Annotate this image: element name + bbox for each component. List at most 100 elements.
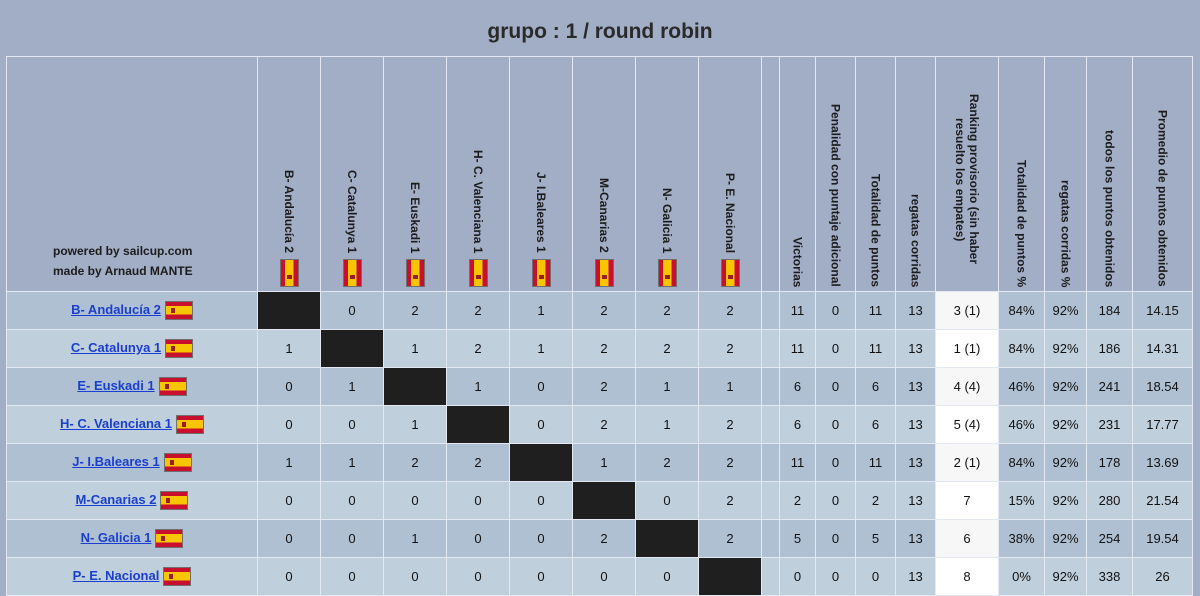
team-cell: M-Canarias 2 [6,481,258,520]
stat-cell: 13 [895,557,936,596]
diagonal-cell [509,443,573,482]
team-link[interactable]: M-Canarias 2 [75,491,157,507]
stat-cell: 1 (1) [935,329,999,368]
column-header-label: J- I.Baleares 1 [534,172,548,253]
made-by-text: made by Arnaud MANTE [53,264,193,278]
stat-cell: 13 [895,481,936,520]
spacer-cell [761,443,780,482]
stat-cell: 11 [855,291,896,330]
column-header-team: N- Galicia 1 [635,56,699,292]
stat-cell: 38% [998,519,1045,558]
stat-cell: 92% [1044,443,1087,482]
table-row: M-Canarias 2 0 0 0 0 0 0 2 2 0 2 13 7 15% 92% 280 21.54 [6,481,1193,520]
team-link[interactable]: E- Euskadi 1 [77,377,155,393]
column-header-label: M-Canarias 2 [597,178,611,253]
column-header-team: E- Euskadi 1 [383,56,447,292]
result-cell: 2 [383,443,447,482]
stat-cell: 18.54 [1132,367,1193,406]
result-cell: 2 [446,329,510,368]
spain-flag-icon [405,259,425,287]
result-cell: 0 [257,367,321,406]
team-link[interactable]: N- Galicia 1 [80,529,152,545]
stat-cell: 184 [1086,291,1133,330]
column-header-label: regatas corridas % [1058,179,1073,287]
stat-cell: 0 [855,557,896,596]
result-cell: 0 [509,519,573,558]
column-header-stat: Promedio de puntos obtenidos [1132,56,1193,292]
result-cell: 0 [257,519,321,558]
column-header-label: Victorias [790,236,805,287]
stat-cell: 13 [895,329,936,368]
column-header-label: E- Euskadi 1 [408,181,422,253]
stat-cell: 17.77 [1132,405,1193,444]
team-link[interactable]: C- Catalunya 1 [70,339,162,355]
column-header-label: N- Galicia 1 [660,187,674,253]
stat-cell: 338 [1086,557,1133,596]
team-link[interactable]: P- E. Nacional [72,567,160,583]
spacer-cell [761,519,780,558]
column-header-team: P- E. Nacional [698,56,762,292]
stat-cell: 0 [815,405,856,444]
spacer-cell [761,557,780,596]
spain-flag-icon [279,259,299,287]
result-cell: 1 [509,329,573,368]
stat-cell: 92% [1044,405,1087,444]
table-row: N- Galicia 1 0 0 1 0 0 2 2 5 0 5 13 6 38% 92% 254 19.54 [6,519,1193,558]
column-header-stat: todos los puntos obtenidos [1086,56,1133,292]
result-cell: 2 [572,405,636,444]
stat-cell: 46% [998,367,1045,406]
stat-cell: 84% [998,291,1045,330]
team-link[interactable]: H- C. Valenciana 1 [60,415,172,431]
result-cell: 1 [635,367,699,406]
column-header-stat: Penalidad con puntaje adicional [815,56,856,292]
stat-cell: 6 [779,367,816,406]
result-cell: 0 [383,481,447,520]
result-cell: 0 [257,557,321,596]
column-header-team: J- I.Baleares 1 [509,56,573,292]
stat-cell: 14.15 [1132,291,1193,330]
stat-cell: 0 [815,367,856,406]
result-cell: 1 [383,405,447,444]
spain-flag-icon [468,259,488,287]
result-cell: 1 [383,519,447,558]
table-row: B- Andalucía 2 0 2 2 1 2 2 2 11 0 11 13 3 (1) 84% 92% 1… [6,291,1193,330]
result-cell: 2 [572,519,636,558]
result-cell: 2 [698,405,762,444]
stat-cell: 14.31 [1132,329,1193,368]
stat-cell: 0 [815,519,856,558]
result-cell: 0 [320,557,384,596]
column-header-label: Totalidad de puntos [868,173,883,287]
team-cell: P- E. Nacional [6,557,258,596]
result-cell: 0 [320,519,384,558]
result-cell: 1 [509,291,573,330]
diagonal-cell [635,519,699,558]
stat-cell: 46% [998,405,1045,444]
result-cell: 0 [509,405,573,444]
result-cell: 1 [320,443,384,482]
result-cell: 1 [572,443,636,482]
spain-flag-icon [155,529,184,548]
stat-cell: 26 [1132,557,1193,596]
result-cell: 2 [635,443,699,482]
spain-flag-icon [158,377,187,396]
stat-cell: 6 [855,405,896,444]
stat-cell: 92% [1044,557,1087,596]
result-cell: 2 [698,291,762,330]
team-cell: J- I.Baleares 1 [6,443,258,482]
result-cell: 1 [383,329,447,368]
column-header-label: Promedio de puntos obtenidos [1155,110,1170,287]
header-row: powered by sailcup.com made by Arnaud MA… [6,56,1193,292]
stat-cell: 6 [935,519,999,558]
column-header-label: todos los puntos obtenidos [1102,129,1117,287]
team-link[interactable]: B- Andalucía 2 [71,301,161,317]
result-cell: 2 [383,291,447,330]
spain-flag-icon [342,259,362,287]
stat-cell: 178 [1086,443,1133,482]
spacer-cell [761,291,780,330]
stat-cell: 11 [779,291,816,330]
stat-cell: 21.54 [1132,481,1193,520]
column-header-stat: regatas corridas [895,56,936,292]
stat-cell: 4 (4) [935,367,999,406]
team-link[interactable]: J- I.Baleares 1 [72,453,160,469]
spacer-cell [761,405,780,444]
